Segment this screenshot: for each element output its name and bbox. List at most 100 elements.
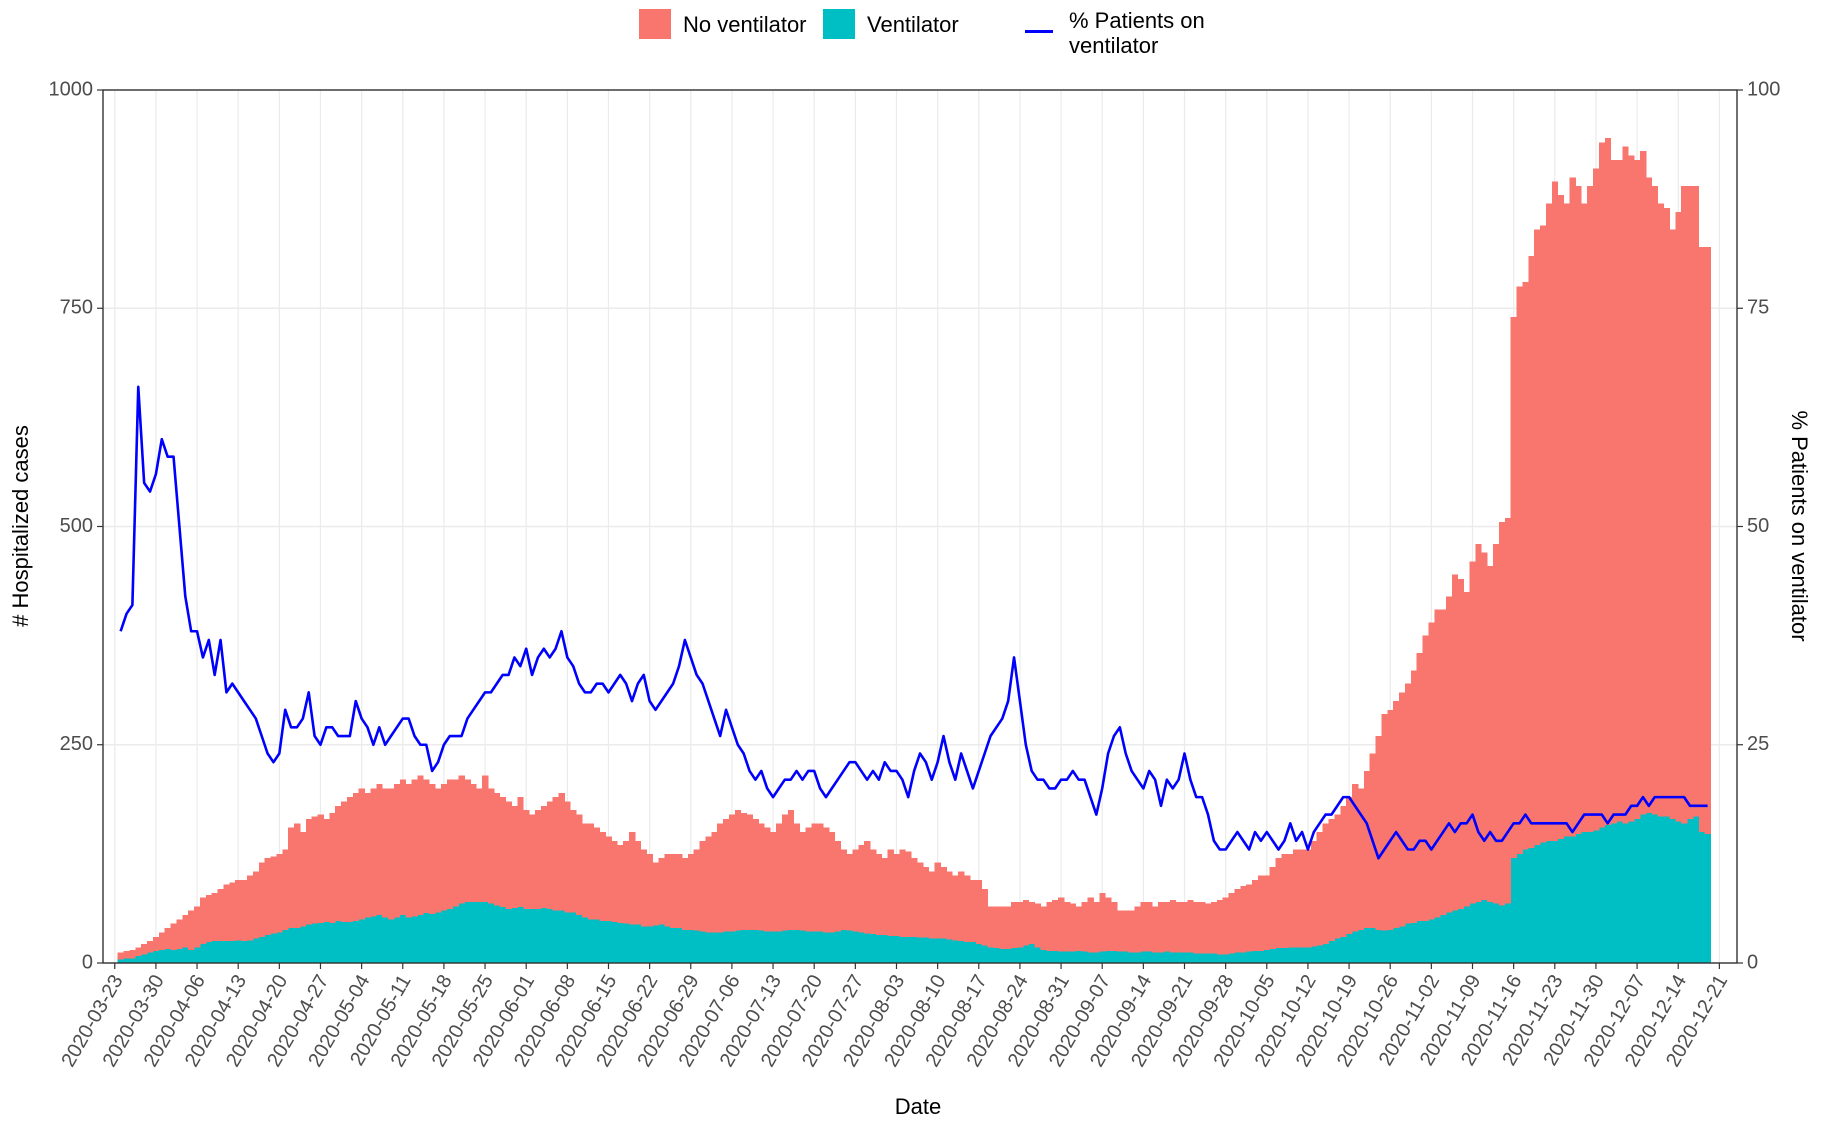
bar <box>693 849 700 931</box>
bar <box>194 947 201 963</box>
bar <box>1011 901 1018 949</box>
bar <box>728 931 736 963</box>
bar <box>881 935 889 963</box>
bar <box>999 949 1006 963</box>
bar <box>546 801 554 909</box>
bar <box>1346 797 1353 935</box>
bar <box>1545 203 1553 841</box>
bar <box>341 921 348 963</box>
bar <box>740 929 748 963</box>
bar <box>1210 901 1218 954</box>
bar <box>687 853 695 930</box>
bar <box>852 849 859 932</box>
bar <box>993 906 1000 949</box>
bar <box>1663 816 1670 963</box>
bar <box>899 936 906 963</box>
bar <box>1228 893 1235 954</box>
bar <box>229 882 236 942</box>
bar <box>311 923 318 963</box>
bar <box>734 930 742 963</box>
bar <box>435 912 442 963</box>
bar <box>223 884 230 942</box>
bar <box>1481 552 1488 901</box>
bar <box>787 929 795 963</box>
bar <box>170 949 177 963</box>
bar <box>834 931 842 963</box>
bar <box>1052 950 1059 963</box>
bar <box>781 930 789 963</box>
bar <box>493 792 501 906</box>
bar <box>558 792 565 911</box>
bar <box>587 919 595 963</box>
bar <box>1434 917 1441 963</box>
bar <box>235 940 242 963</box>
bar <box>1310 840 1318 947</box>
bar <box>905 851 912 937</box>
bar <box>476 901 483 963</box>
bar <box>388 788 395 920</box>
bar <box>1381 714 1388 931</box>
bar <box>1299 947 1306 963</box>
bar <box>117 959 124 963</box>
y-tick-label: 750 <box>60 297 93 319</box>
bar <box>258 936 266 963</box>
plot-border <box>102 89 1738 964</box>
bar <box>1293 947 1300 963</box>
bar <box>1122 951 1130 963</box>
bar <box>1146 901 1153 952</box>
bar <box>881 858 889 936</box>
bar <box>1028 943 1036 963</box>
bar <box>1093 901 1100 953</box>
bar <box>1640 151 1647 815</box>
bar <box>1399 926 1406 963</box>
bar <box>740 812 748 930</box>
bar <box>141 943 148 955</box>
bar <box>1687 186 1694 819</box>
bar <box>1681 823 1688 963</box>
y2-tick-label: 25 <box>1747 733 1769 755</box>
bar <box>1381 930 1388 963</box>
bar <box>346 921 354 963</box>
bar <box>846 853 853 931</box>
bar <box>1528 255 1535 848</box>
bar <box>505 908 512 963</box>
bar <box>1275 858 1282 949</box>
bar <box>1404 683 1412 924</box>
bar <box>1310 946 1318 963</box>
bar <box>258 862 266 937</box>
bar <box>1669 818 1676 963</box>
bar <box>582 917 589 963</box>
bar <box>1069 951 1077 963</box>
bar <box>805 827 812 932</box>
bar <box>1334 938 1341 963</box>
bar <box>1393 928 1400 963</box>
bar <box>1457 908 1465 963</box>
bar <box>758 823 765 931</box>
bar <box>1522 849 1529 963</box>
bar <box>305 924 313 963</box>
bar <box>1587 186 1594 833</box>
bar <box>717 823 724 933</box>
bar <box>464 779 471 902</box>
bar <box>617 922 624 963</box>
bar <box>1645 177 1653 813</box>
bar <box>264 858 271 936</box>
x-axis-title: Date <box>895 1094 941 1119</box>
bar <box>282 849 289 930</box>
bar <box>1463 906 1470 963</box>
bar <box>1099 951 1106 963</box>
bar <box>1240 886 1247 953</box>
bar <box>440 784 448 911</box>
bar <box>870 849 877 935</box>
bar <box>323 818 330 922</box>
bar <box>1357 788 1365 930</box>
bar <box>1105 897 1112 951</box>
bar <box>1504 517 1512 904</box>
y2-tick-label: 0 <box>1747 951 1758 973</box>
bar <box>1604 825 1612 963</box>
bar <box>640 926 648 963</box>
bar <box>1028 901 1036 944</box>
bar <box>482 775 489 902</box>
